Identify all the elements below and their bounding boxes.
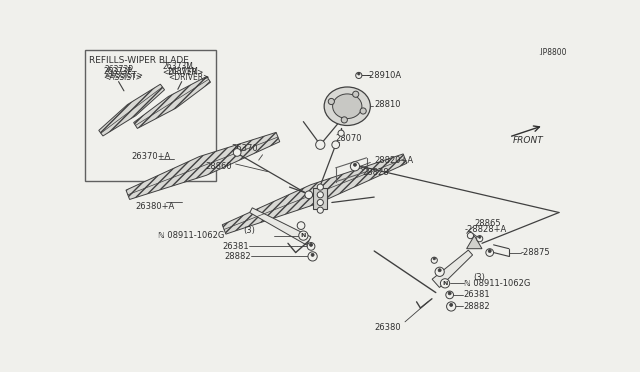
Ellipse shape [317,192,323,198]
Text: (3): (3) [473,273,484,282]
Ellipse shape [299,231,308,240]
Text: FRONT: FRONT [513,137,543,145]
Ellipse shape [486,249,493,256]
Ellipse shape [479,236,481,238]
Text: <DRIVER>: <DRIVER> [163,68,204,77]
Ellipse shape [333,94,362,119]
Text: (3): (3) [243,226,255,235]
Text: 28860: 28860 [205,162,232,171]
Text: -28910A: -28910A [367,71,402,80]
Ellipse shape [488,250,492,253]
Ellipse shape [341,117,348,123]
Text: 28882: 28882 [463,302,490,311]
Ellipse shape [440,279,450,288]
Text: 26380+A: 26380+A [136,202,175,211]
Text: <DRIVER>: <DRIVER> [168,73,209,82]
Ellipse shape [338,130,344,136]
Text: 26380: 26380 [374,323,401,332]
Polygon shape [126,132,280,199]
Ellipse shape [360,108,366,114]
Text: 28828: 28828 [363,168,389,177]
Ellipse shape [467,232,474,239]
Polygon shape [432,250,472,288]
Ellipse shape [431,257,437,263]
Text: 26370: 26370 [232,144,259,153]
Ellipse shape [446,291,454,299]
Ellipse shape [433,257,435,260]
Polygon shape [467,235,482,249]
Ellipse shape [297,222,305,230]
Ellipse shape [324,87,371,125]
Ellipse shape [316,140,325,150]
Ellipse shape [353,163,356,166]
Ellipse shape [310,243,312,246]
Ellipse shape [311,253,314,256]
Text: 28882: 28882 [225,252,251,261]
Polygon shape [134,76,211,128]
Text: <ASSIST>: <ASSIST> [105,71,143,80]
Text: 26373P: 26373P [103,67,132,76]
Text: N: N [442,281,448,286]
Ellipse shape [448,292,451,295]
Polygon shape [250,208,311,245]
Text: 26373P: 26373P [105,65,134,74]
Ellipse shape [358,73,360,75]
Ellipse shape [477,235,483,242]
Text: -28828+A: -28828+A [464,225,506,234]
Bar [314,188,327,209]
Text: ℕ 08911-1062G: ℕ 08911-1062G [464,279,531,288]
Ellipse shape [317,199,323,206]
Ellipse shape [234,148,241,156]
Bar [86,50,216,181]
Ellipse shape [435,267,444,276]
Text: 26370+A: 26370+A [132,152,171,161]
Text: 28865: 28865 [474,219,501,228]
Polygon shape [99,84,164,136]
Ellipse shape [317,184,323,190]
Ellipse shape [332,141,340,148]
Ellipse shape [447,302,456,311]
Text: ℕ 08911-1062G: ℕ 08911-1062G [157,231,224,240]
Text: <ASSIST>: <ASSIST> [103,73,142,82]
Text: 28810: 28810 [374,100,401,109]
Ellipse shape [307,243,315,250]
Text: 28820+A: 28820+A [374,155,413,165]
Text: REFILLS-WIPER BLADE: REFILLS-WIPER BLADE [90,56,189,65]
Ellipse shape [308,252,317,261]
Text: 26381: 26381 [463,291,490,299]
Text: N: N [301,233,306,238]
Ellipse shape [350,162,360,171]
Polygon shape [222,154,407,234]
Ellipse shape [328,99,335,105]
Ellipse shape [356,73,362,78]
Ellipse shape [438,269,441,272]
Ellipse shape [353,91,359,97]
Ellipse shape [305,191,312,199]
Text: 26381: 26381 [223,242,250,251]
Text: 28070: 28070 [336,134,362,143]
Text: -28875: -28875 [520,248,550,257]
Ellipse shape [317,207,323,213]
Ellipse shape [450,303,452,307]
Text: 26373M: 26373M [163,62,193,71]
Text: .IP8800: .IP8800 [538,48,566,57]
Text: 26373M: 26373M [168,67,198,76]
